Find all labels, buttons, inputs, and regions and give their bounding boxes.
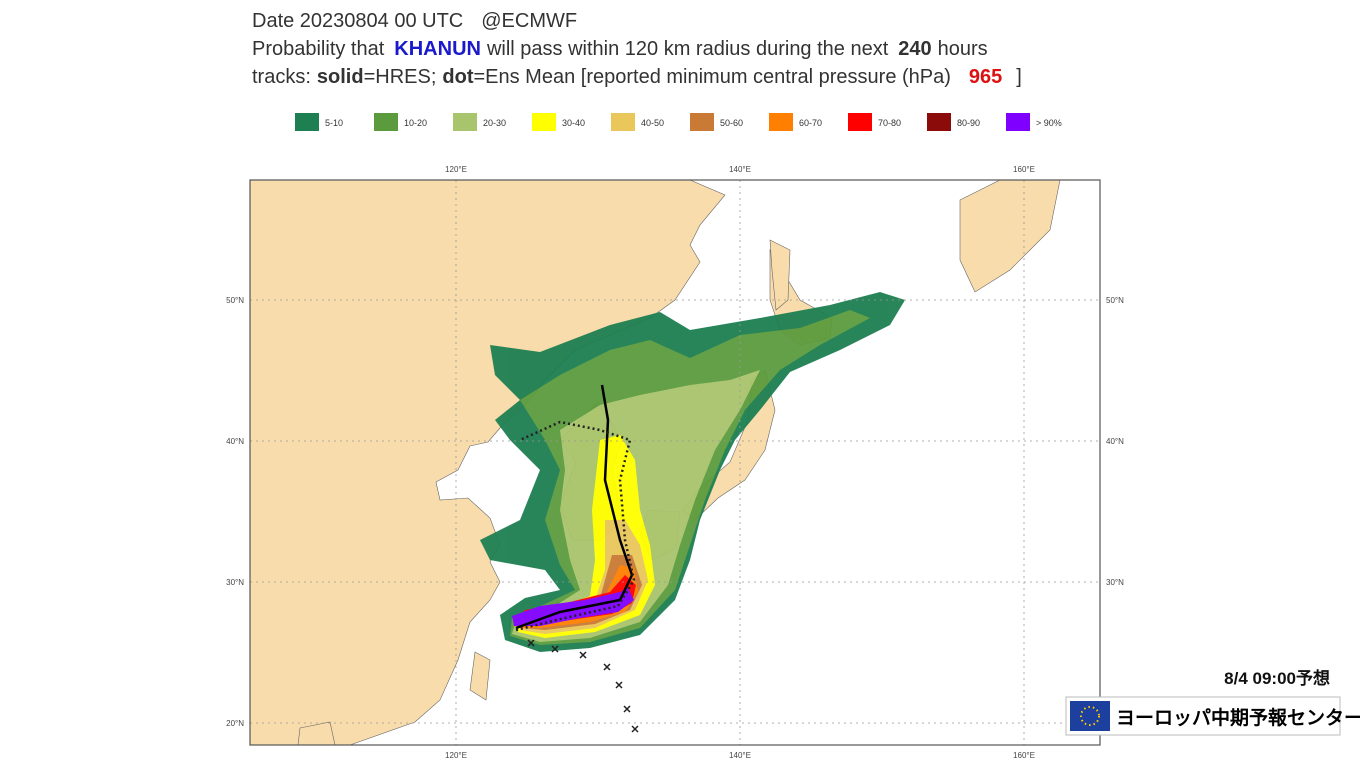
text: will pass within 120 km radius during th…	[486, 38, 889, 60]
legend-label: 50-60	[720, 118, 743, 128]
text: Probability that	[252, 38, 385, 60]
continent	[250, 180, 726, 745]
text: dot	[442, 66, 473, 88]
taiwan	[469, 651, 491, 701]
header-line: tracks: solid=HRES; dot=Ens Mean [reported…	[252, 66, 1022, 88]
legend-swatch	[295, 113, 319, 131]
legend-label: 80-90	[957, 118, 980, 128]
lat-label: 50°N	[226, 296, 244, 305]
legend-label: 60-70	[799, 118, 822, 128]
text: =HRES;	[364, 66, 437, 88]
hours: 240	[898, 38, 931, 60]
legend-swatch	[374, 113, 398, 131]
lat-label: 50°N	[1106, 296, 1124, 305]
pressure: 965	[969, 66, 1002, 88]
forecast-time: 8/4 09:00予想	[1224, 668, 1330, 688]
lat-label: 30°N	[1106, 578, 1124, 587]
text: solid	[317, 66, 364, 88]
sakhalin	[769, 239, 791, 311]
tracks	[515, 384, 639, 733]
legend-swatch	[1006, 113, 1030, 131]
lon-label: 140°E	[729, 165, 751, 174]
header-line: Date 20230804 00 UTC @ECMWF	[252, 10, 577, 32]
lat-label: 40°N	[226, 437, 244, 446]
source: @ECMWF	[481, 10, 577, 32]
legend-swatch	[927, 113, 951, 131]
map-frame	[249, 179, 1101, 746]
legend-label: 5-10	[325, 118, 343, 128]
ens-mean-track	[515, 420, 636, 632]
org-name: ヨーロッパ中期予報センター	[1116, 706, 1360, 729]
kamchatka	[959, 180, 1061, 293]
legend-swatch	[453, 113, 477, 131]
legend-swatch	[690, 113, 714, 131]
legend-label: 30-40	[562, 118, 585, 128]
lon-label: 120°E	[445, 165, 467, 174]
legend-swatch	[532, 113, 556, 131]
legend-label: > 90%	[1036, 118, 1062, 128]
lat-label: 20°N	[226, 719, 244, 728]
org-box	[1065, 696, 1341, 736]
lon-label: 160°E	[1013, 751, 1035, 760]
storm-name: KHANUN	[394, 38, 481, 60]
luzon	[297, 721, 336, 745]
legend-label: 70-80	[878, 118, 901, 128]
legend: 5-10 10-20 20-30 30-40 40-50 50-60 60-70 70-80 8…	[295, 113, 1062, 131]
probability-area	[512, 588, 634, 626]
legend-swatch	[848, 113, 872, 131]
lat-label: 40°N	[1106, 437, 1124, 446]
header: Date 20230804 00 UTC @ECMWF Probability t…	[252, 10, 1022, 88]
grid	[250, 180, 1100, 745]
legend-label: 20-30	[483, 118, 506, 128]
observed-track	[527, 639, 639, 733]
legend-label: 10-20	[404, 118, 427, 128]
text: =Ens Mean [reported minimum central pres…	[473, 66, 950, 88]
legend-swatch	[769, 113, 793, 131]
date: Date 20230804 00 UTC	[252, 10, 463, 32]
text: ]	[1016, 66, 1022, 88]
axis-labels: 120°E 120°E 140°E 140°E 160°E 160°E 50°N 50°N 40…	[226, 165, 1124, 760]
legend-swatch	[611, 113, 635, 131]
footer: 8/4 09:00予想 ヨーロッパ中期予報センター	[1065, 668, 1360, 736]
eu-stars	[1080, 706, 1100, 726]
hres-track	[515, 384, 634, 630]
lon-label: 160°E	[1013, 165, 1035, 174]
text: hours	[938, 38, 988, 60]
header-line: Probability that KHANUN will pass within 1…	[252, 38, 988, 60]
legend-label: 40-50	[641, 118, 664, 128]
eu-flag	[1070, 701, 1110, 731]
lon-label: 140°E	[729, 751, 751, 760]
lat-label: 30°N	[226, 578, 244, 587]
text: tracks:	[252, 66, 311, 88]
map	[250, 180, 1100, 745]
lon-label: 120°E	[445, 751, 467, 760]
